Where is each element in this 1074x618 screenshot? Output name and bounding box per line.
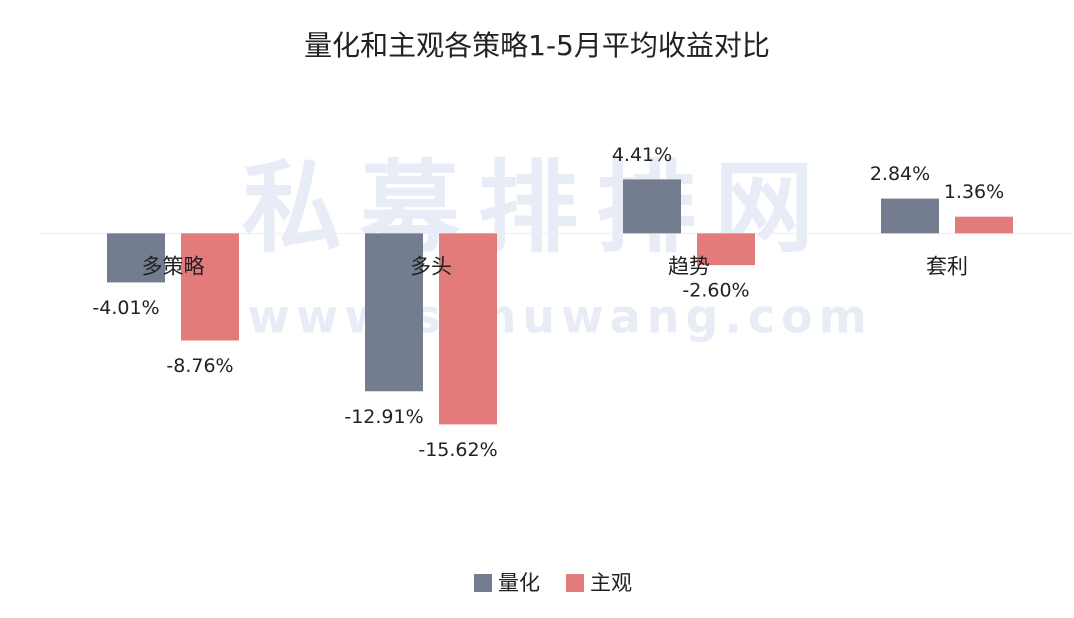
x-tick-label: 多头 (410, 254, 452, 278)
bar (365, 233, 423, 392)
chart-title: 量化和主观各策略1-5月平均收益对比 (304, 29, 770, 62)
x-tick-label: 套利 (926, 254, 968, 278)
legend-swatch (474, 574, 492, 592)
legend-label: 量化 (498, 571, 540, 595)
bar (439, 233, 497, 425)
x-tick-label: 多策略 (142, 254, 205, 278)
bar (181, 233, 239, 341)
value-label: 1.36% (944, 181, 1004, 203)
bar (107, 233, 165, 283)
bar (697, 233, 755, 266)
value-label: -4.01% (92, 297, 159, 319)
value-label: -8.76% (166, 355, 233, 377)
legend-swatch (566, 574, 584, 592)
value-label: -15.62% (418, 439, 497, 461)
x-tick-label: 趋势 (668, 254, 710, 278)
bar (623, 179, 681, 234)
value-label: -12.91% (344, 406, 423, 428)
watermark-url: www.simuwang.com (247, 290, 872, 344)
value-label: -2.60% (682, 280, 749, 302)
legend-label: 主观 (590, 571, 632, 595)
bar (881, 198, 939, 234)
value-label: 4.41% (612, 144, 672, 166)
bar (955, 216, 1013, 234)
value-label: 2.84% (870, 163, 930, 185)
